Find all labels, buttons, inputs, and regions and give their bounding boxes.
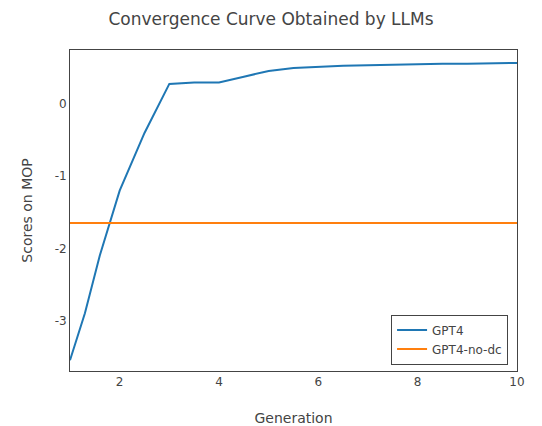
svg-text:0: 0 [59,97,67,111]
svg-text:6: 6 [315,375,323,389]
svg-text:-2: -2 [55,242,67,256]
svg-text:Generation: Generation [254,410,332,426]
svg-text:4: 4 [215,375,223,389]
svg-text:GPT4: GPT4 [432,324,464,338]
svg-text:Scores on MOP: Scores on MOP [19,158,35,262]
svg-text:GPT4-no-dc: GPT4-no-dc [432,343,502,357]
svg-text:-3: -3 [55,314,67,328]
svg-text:-1: -1 [55,169,67,183]
svg-text:10: 10 [509,375,524,389]
svg-text:2: 2 [116,375,124,389]
svg-text:Convergence Curve Obtained by: Convergence Curve Obtained by LLMs [108,9,433,29]
svg-text:8: 8 [414,375,422,389]
